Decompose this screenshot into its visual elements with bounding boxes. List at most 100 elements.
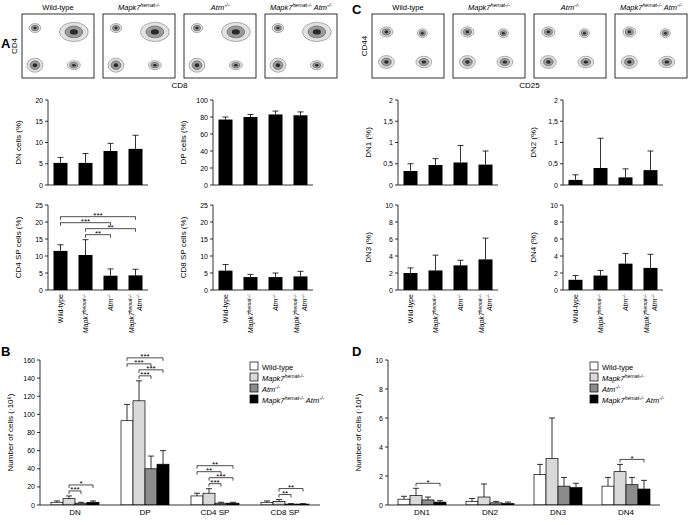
x-tick-label: DN4 [618,508,635,517]
cluster-core [384,60,388,64]
cluster-outer [380,27,393,37]
y-tick [210,134,213,135]
axis-label: CD4 SP cells (%) [14,216,23,278]
y-tick [560,222,563,223]
cluster-outer [623,27,636,37]
error-bar [298,112,304,115]
error-bar [83,154,89,163]
y-tick-label: 10 [550,202,558,209]
y-tick-label: 2 [379,473,383,480]
cluster-mid [146,26,164,38]
bar [422,500,434,505]
y-tick-label: 60 [27,447,35,454]
y-tick [385,505,388,506]
cluster-outer [191,24,203,33]
bar [466,501,478,505]
y-axis-line [563,205,564,290]
y-tick-label: 80 [200,114,208,121]
cluster-mid [111,61,121,70]
cluster-mid [65,26,83,38]
bar [404,273,418,290]
bar [79,255,93,290]
dot-plot-title: Mapk7hemat-/- Atm-/- [620,2,682,12]
error-bar [288,503,294,504]
error-bar [160,451,166,465]
plot-area [54,240,143,290]
error-bar [248,114,254,117]
error-bar [223,265,229,271]
y-tick [37,486,40,487]
bar [51,502,63,505]
cluster-core [465,60,469,64]
y-tick [210,100,213,101]
panel-letter: B [1,344,10,359]
superscript: -/- [300,294,305,299]
bar [429,165,443,185]
cluster-mid [462,58,472,66]
error-bar [413,488,419,495]
significance-label: * [79,479,82,488]
cluster-mid [581,58,591,65]
y-tick-label: 20 [35,219,43,226]
cluster-outer [310,61,323,70]
y-tick [210,256,213,257]
y-tick [45,256,48,257]
y-tick [395,100,398,101]
y-tick [37,450,40,451]
legend-swatch [250,362,258,370]
bar [244,277,258,290]
y-tick [210,185,213,186]
bar [570,488,582,505]
cluster-mid [625,29,633,35]
cluster-mid [662,58,672,65]
error-bar [408,268,414,273]
error-bar [230,502,236,504]
cluster-core [466,30,470,33]
plot-area [398,418,650,505]
error-bar [537,464,543,474]
bar [145,469,157,505]
y-tick [560,121,563,122]
superscript: -/- [457,294,462,299]
error-bar [273,273,279,277]
error-bar [573,483,579,487]
superscript: -/- [107,294,112,299]
plot-area [54,135,143,185]
superscript: hemat-/- [82,294,87,313]
error-bar [483,151,489,165]
cluster-core [276,63,280,67]
superscript: -/- [135,294,140,299]
y-tick [210,168,213,169]
bar [534,475,546,505]
bar [644,268,658,290]
bar [434,502,446,505]
error-bar [133,269,139,275]
dot-plot-frame [615,14,687,78]
bar [269,114,283,185]
error-bar [483,238,489,259]
y-tick [385,418,388,419]
error-bar [273,111,279,114]
y-tick-label: 6 [379,415,383,422]
x-tick-label: DN1 [414,508,431,517]
cluster-core [234,64,238,67]
y-axis-line [398,205,399,290]
y-tick-label: 100 [23,411,35,418]
y-tick [37,396,40,397]
y-tick [560,163,563,164]
axis-label: Number of cells (·10⁶) [6,393,15,471]
cluster-core [421,32,424,35]
bar [454,265,468,290]
y-tick-label: 15 [35,236,43,243]
y-tick-label: 1 [389,139,393,146]
y-tick [37,414,40,415]
cluster-core [70,29,78,34]
dot-plot-frame [372,14,444,78]
superscript: hemat-/- [432,294,437,313]
x-axis-line [40,505,320,506]
cluster-outer [542,27,555,37]
cluster-core [33,63,37,67]
cluster-core [232,29,240,34]
cluster-mid [151,62,159,68]
y-tick [37,360,40,361]
